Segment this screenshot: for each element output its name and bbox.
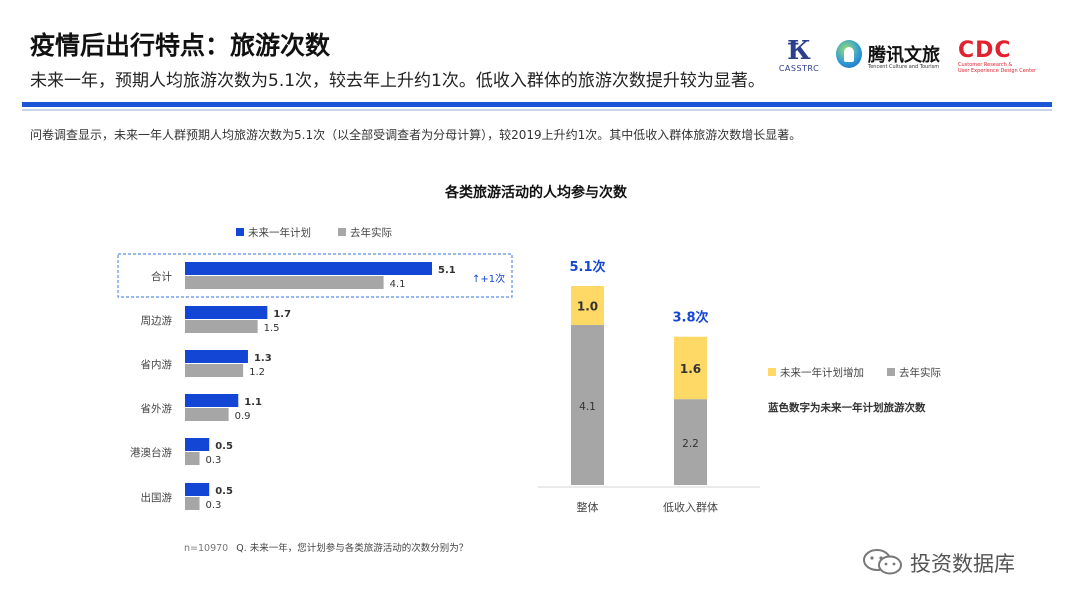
bar-actual xyxy=(185,497,200,510)
footnote: n=10970 Q. 未来一年，您计划参与各类旅游活动的次数分别为？ xyxy=(184,540,468,554)
bar-actual xyxy=(185,408,229,421)
bar-plan xyxy=(185,350,248,363)
legend-swatch-1 xyxy=(236,228,244,236)
data-label-plan: 1.3 xyxy=(254,353,272,364)
bar-plan xyxy=(185,483,210,496)
chart-note: 蓝色数字为未来一年计划旅游次数 xyxy=(768,401,926,414)
legend-swatch-right-1 xyxy=(768,368,776,376)
tencent-emblem-icon xyxy=(836,40,862,68)
bar-actual xyxy=(185,452,200,465)
category-label: 低收入群体 xyxy=(663,500,718,514)
category-label: 港澳台游 xyxy=(130,446,172,459)
legend-label-right-2: 去年实际 xyxy=(899,366,941,379)
category-label: 出国游 xyxy=(141,491,173,504)
footnote-sample-size: n=10970 xyxy=(184,543,229,554)
tencent-logo-text: 腾讯文旅 xyxy=(868,45,940,66)
category-label: 省内游 xyxy=(141,358,173,371)
data-label-actual: 0.9 xyxy=(235,411,251,422)
data-label-last-year: 2.2 xyxy=(682,438,699,450)
survey-note: 问卷调查显示，未来一年人群预期人均旅游次数为5.1次（以全部受调查者为分母计算）… xyxy=(30,128,802,142)
bar-last-year xyxy=(571,325,604,485)
page-subtitle: 未来一年，预期人均旅游次数为5.1次，较去年上升约1次。低收入群体的旅游次数提升… xyxy=(30,71,765,91)
data-label-actual: 1.2 xyxy=(249,367,265,378)
data-label-plan: 1.7 xyxy=(273,309,291,320)
footnote-question: Q. 未来一年，您计划参与各类旅游活动的次数分别为？ xyxy=(236,543,469,554)
legend-label-right-1: 未来一年计划增加 xyxy=(780,366,864,379)
data-label-actual: 4.1 xyxy=(390,279,406,290)
bar-actual xyxy=(185,364,244,377)
bar-actual xyxy=(185,276,384,289)
data-label-actual: 0.3 xyxy=(206,500,222,511)
watermark: 投资数据库 xyxy=(862,542,1062,582)
watermark-text: 投资数据库 xyxy=(910,552,1015,576)
data-label-actual: 1.5 xyxy=(264,323,280,334)
bar-plan xyxy=(185,262,432,275)
bar-plan-increase xyxy=(674,336,707,400)
cdc-logo-subtext-1: Customer Research & xyxy=(958,62,1013,68)
casstrc-logo-text: CASSTRC xyxy=(778,64,820,73)
data-label-plan-increase: 1.6 xyxy=(680,362,701,376)
casstrc-logo: Ꝁ CASSTRC xyxy=(776,38,822,78)
cdc-logo: CDC Customer Research & User Experience … xyxy=(958,40,1038,76)
page-title: 疫情后出行特点：旅游次数 xyxy=(30,31,331,60)
increase-annotation: ↑+1次 xyxy=(472,272,505,285)
data-label-plan-increase: 1.0 xyxy=(577,300,598,314)
cdc-logo-text: CDC xyxy=(958,38,1012,63)
casstrc-mark-icon: Ꝁ xyxy=(787,36,811,66)
data-label-last-year: 4.1 xyxy=(579,401,596,413)
data-label-plan: 5.1 xyxy=(438,265,456,276)
data-label-plan: 1.1 xyxy=(244,397,262,408)
category-label: 省外游 xyxy=(141,402,173,415)
bar-plan xyxy=(185,306,268,319)
tencent-logo-subtext: Tencent Culture and Tourism xyxy=(868,64,940,70)
bar-plan-increase xyxy=(571,286,604,326)
header-divider-blue xyxy=(22,102,1052,107)
data-label-actual: 0.3 xyxy=(206,455,222,466)
bar-plan xyxy=(185,394,239,407)
bar-actual xyxy=(185,320,258,333)
cdc-logo-subtext-2: User Experience Design Center xyxy=(958,68,1037,74)
chart-title: 各类旅游活动的人均参与次数 xyxy=(444,184,628,201)
tencent-logo: 腾讯文旅 Tencent Culture and Tourism xyxy=(836,40,946,76)
legend-swatch-right-2 xyxy=(887,368,895,376)
category-label: 合计 xyxy=(151,270,172,283)
bar-last-year xyxy=(674,399,707,485)
legend-label-1: 未来一年计划 xyxy=(248,226,311,239)
data-label-plan: 0.5 xyxy=(215,441,233,452)
legend-label-2: 去年实际 xyxy=(350,226,392,239)
bar-plan xyxy=(185,438,210,451)
header-divider-gray xyxy=(22,109,1052,111)
total-label: 5.1次 xyxy=(569,259,605,275)
total-label: 3.8次 xyxy=(672,310,708,326)
category-label: 周边游 xyxy=(141,314,173,327)
category-label: 整体 xyxy=(577,500,599,514)
highlight-box xyxy=(117,253,513,298)
legend-swatch-2 xyxy=(338,228,346,236)
data-label-plan: 0.5 xyxy=(215,486,233,497)
wechat-icon xyxy=(863,549,902,575)
